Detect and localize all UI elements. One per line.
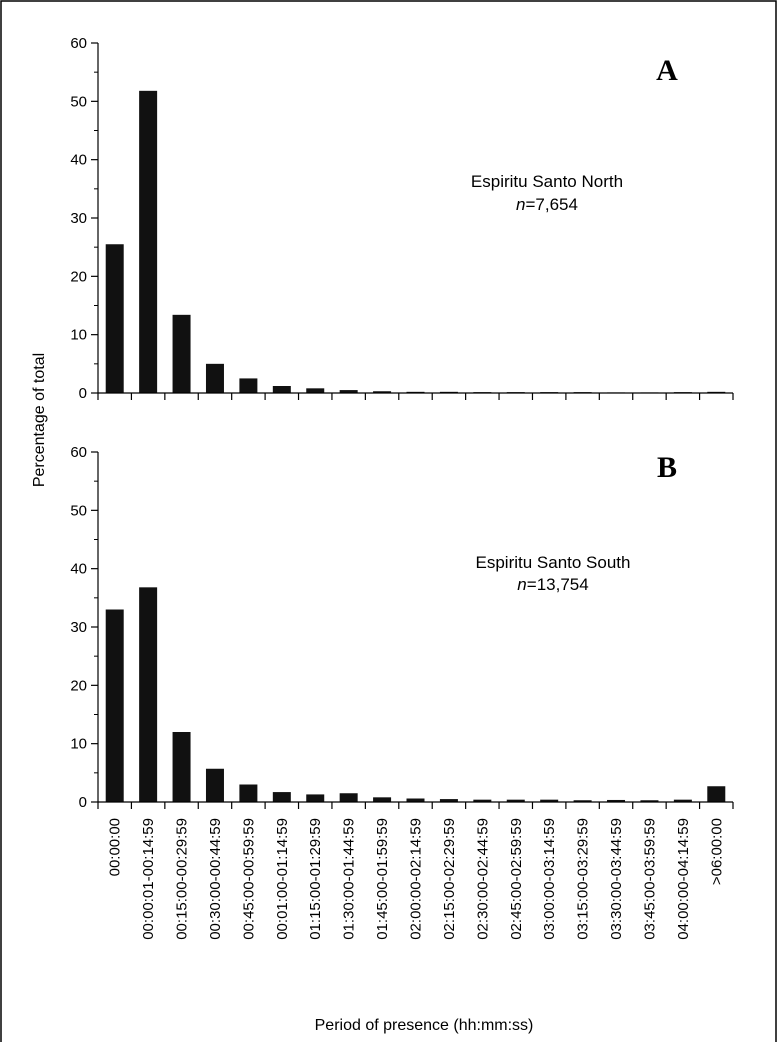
bar [306,388,325,393]
bar [172,314,191,393]
bar [707,786,726,802]
x-category-label: 00:01:00-01:14:59 [274,818,291,940]
x-category-label: 01:45:00-01:59:59 [374,818,391,940]
x-category-label: >06:00:00 [708,818,725,885]
bar [139,90,158,393]
x-category-label: 03:45:00-03:59:59 [641,818,658,940]
y-tick-label: 30 [70,210,87,227]
bars [105,90,726,394]
y-tick-label: 30 [70,619,87,636]
bar [406,798,425,802]
x-category-label: 02:30:00-02:44:59 [474,818,491,940]
y-tick-label: 10 [70,327,87,344]
bar [272,386,291,393]
bar [339,793,358,802]
x-axis-label: Period of presence (hh:mm:ss) [315,1017,534,1034]
y-tick-label: 10 [70,736,87,753]
bar [306,794,325,802]
bar [239,378,258,393]
x-category-label: 00:15:00-00:29:59 [174,818,191,940]
x-category-label: 03:15:00-03:29:59 [575,818,592,940]
bar [640,800,659,802]
sample-size-value: =7,654 [525,195,577,214]
x-category-label: 01:30:00-01:44:59 [341,818,358,940]
y-tick-label: 50 [70,502,87,519]
y-tick-label: 60 [70,444,87,461]
x-axis-ticks [97,802,734,809]
y-tick-label: 20 [70,268,87,285]
sample-size-symbol: n [517,575,526,594]
x-axis-ticks [97,393,734,400]
bars [105,587,726,802]
x-category-label: 00:00:00 [107,818,124,876]
sample-size: n=7,654 [516,195,578,214]
sample-size: n=13,754 [517,575,588,594]
x-category-label: 00:30:00-00:44:59 [207,818,224,940]
bar [239,784,258,802]
bar [339,390,358,393]
bar [573,800,592,802]
bar [373,391,392,393]
x-category-label: 03:00:00-03:14:59 [541,818,558,940]
sample-size-symbol: n [516,195,525,214]
sample-size-value: =13,754 [527,575,589,594]
series-name: Espiritu Santo North [471,172,623,191]
x-category-label: 03:30:00-03:44:59 [608,818,625,940]
x-category-label: 04:00:00-04:14:59 [675,818,692,940]
y-axis-label: Percentage of total [31,353,48,487]
panel-letter: B [657,451,677,484]
bar [105,609,124,802]
bar [439,799,458,802]
bar [172,732,191,802]
bar [272,792,291,802]
x-category-label: 02:15:00-02:29:59 [441,818,458,940]
bar [105,244,124,393]
bar [205,363,224,393]
bar [205,768,224,802]
x-category-label: 00:00:01-00:14:59 [140,818,157,940]
bar [506,799,525,802]
y-axis-ticks: 0 10 20 30 40 50 60 [70,35,98,402]
y-tick-label: 0 [79,794,87,811]
bar [473,799,492,802]
x-category-label: 00:45:00-00:59:59 [240,818,257,940]
y-tick-label: 20 [70,677,87,694]
panel-b: 0 10 20 30 40 50 60 B Espiritu Santo South n=1… [70,444,734,811]
bar [373,797,392,802]
y-tick-label: 0 [79,385,87,402]
y-axis-ticks: 0 10 20 30 40 50 60 [70,444,98,811]
y-tick-label: 40 [70,561,87,578]
bar [673,799,692,802]
bar [540,799,559,802]
panel-a: 0 10 20 30 40 50 60 A Espiritu Santo North n=7… [70,35,734,402]
x-category-labels: 00:00:00 00:00:01-00:14:59 00:15:00-00:29:… [107,818,726,940]
x-category-label: 01:15:00-01:29:59 [307,818,324,940]
series-name: Espiritu Santo South [476,553,631,572]
bar [607,799,626,802]
y-tick-label: 50 [70,93,87,110]
x-category-label: 02:45:00-02:59:59 [508,818,525,940]
y-tick-label: 40 [70,152,87,169]
y-tick-label: 60 [70,35,87,52]
x-category-label: 02:00:00-02:14:59 [408,818,425,940]
bar [139,587,158,802]
panel-letter: A [656,54,678,87]
